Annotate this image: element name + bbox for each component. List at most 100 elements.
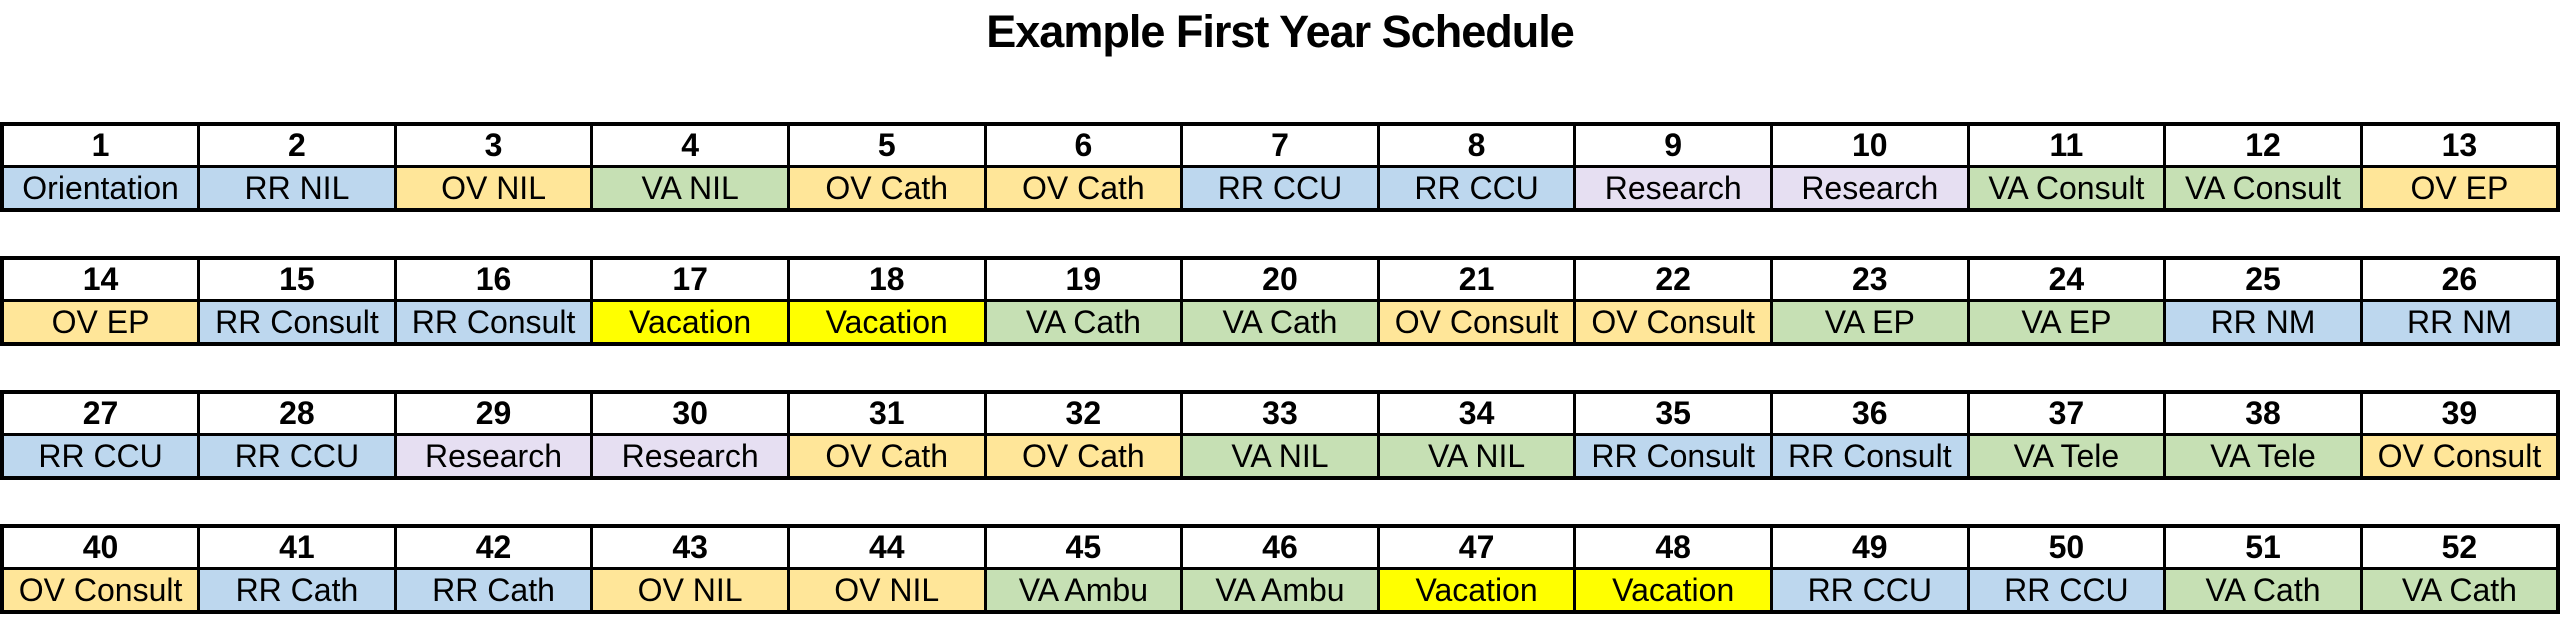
week-number-cell: 39 [2359,390,2560,436]
week-number-cell: 6 [983,122,1184,168]
week-number-cell: 3 [393,122,594,168]
week-assignment-cell: OV EP [2359,165,2560,212]
week-assignment-cell: RR NIL [197,165,397,212]
week-number-cell: 24 [1966,256,2167,302]
week-assignment-cell: Orientation [0,165,201,212]
week-assignment-row: Orientation RR NIL OV NIL VA NIL OV Cath OV C… [0,165,2560,212]
week-number-cell: 10 [1769,122,1970,168]
week-number-cell: 32 [983,390,1184,436]
week-row-group: 1 2 3 4 5 6 7 8 9 10 11 12 13 Orientation RR NIL OV NIL… [0,122,2560,212]
week-assignment-cell: VA NIL [590,165,790,212]
week-number-cell: 21 [1376,256,1577,302]
week-number-cell: 25 [2163,256,2363,302]
week-number-cell: 28 [197,390,397,436]
week-number-cell: 11 [1966,122,2167,168]
week-number-cell: 14 [0,256,201,302]
week-number-cell: 12 [2163,122,2363,168]
week-assignment-cell: OV NIL [786,567,987,614]
week-number-cell: 7 [1180,122,1380,168]
week-number-cell: 40 [0,524,201,570]
week-number-cell: 23 [1769,256,1970,302]
week-number-row: 14 15 16 17 18 19 20 21 22 23 24 25 26 [0,256,2560,302]
week-assignment-cell: RR Consult [393,299,594,346]
week-assignment-cell: OV Cath [983,433,1184,480]
week-assignment-cell: VA NIL [1180,433,1380,480]
week-number-cell: 18 [786,256,987,302]
week-number-cell: 5 [786,122,987,168]
week-assignment-cell: VA Cath [2359,567,2560,614]
week-assignment-cell: VA Ambu [983,567,1184,614]
week-row-group: 27 28 29 30 31 32 33 34 35 36 37 38 39 RR CCU RR CCU Re… [0,390,2560,480]
week-assignment-cell: OV Consult [0,567,201,614]
week-number-cell: 48 [1573,524,1773,570]
week-number-cell: 46 [1180,524,1380,570]
week-number-row: 27 28 29 30 31 32 33 34 35 36 37 38 39 [0,390,2560,436]
week-assignment-cell: RR Consult [1573,433,1773,480]
week-number-cell: 42 [393,524,594,570]
week-assignment-cell: RR NM [2359,299,2560,346]
week-assignment-cell: RR Consult [197,299,397,346]
week-assignment-cell: RR Cath [197,567,397,614]
week-assignment-cell: VA EP [1769,299,1970,346]
page-title: Example First Year Schedule [986,6,1574,57]
week-number-cell: 15 [197,256,397,302]
week-number-row: 40 41 42 43 44 45 46 47 48 49 50 51 52 [0,524,2560,570]
week-assignment-row: OV EP RR Consult RR Consult Vacation Vacatio… [0,299,2560,346]
week-assignment-cell: OV Cath [786,165,987,212]
week-assignment-cell: VA Consult [2163,165,2363,212]
week-assignment-cell: RR Cath [393,567,594,614]
week-number-cell: 27 [0,390,201,436]
week-assignment-cell: VA NIL [1376,433,1577,480]
week-number-cell: 35 [1573,390,1773,436]
week-assignment-cell: Vacation [786,299,987,346]
week-row-group: 40 41 42 43 44 45 46 47 48 49 50 51 52 OV Consult RR C… [0,524,2560,614]
week-assignment-cell: Vacation [1376,567,1577,614]
week-number-cell: 22 [1573,256,1773,302]
week-assignment-cell: VA Tele [1966,433,2167,480]
week-number-cell: 50 [1966,524,2167,570]
week-number-row: 1 2 3 4 5 6 7 8 9 10 11 12 13 [0,122,2560,168]
week-number-cell: 45 [983,524,1184,570]
week-number-cell: 51 [2163,524,2363,570]
week-number-cell: 13 [2359,122,2560,168]
week-assignment-row: RR CCU RR CCU Research Research OV Cath OV Ca… [0,433,2560,480]
week-number-cell: 26 [2359,256,2560,302]
week-number-cell: 36 [1769,390,1970,436]
week-number-cell: 20 [1180,256,1380,302]
week-number-cell: 44 [786,524,987,570]
week-assignment-cell: VA Ambu [1180,567,1380,614]
week-assignment-cell: Vacation [1573,567,1773,614]
week-number-cell: 47 [1376,524,1577,570]
week-number-cell: 30 [590,390,790,436]
week-assignment-cell: Research [1573,165,1773,212]
week-assignment-cell: OV NIL [590,567,790,614]
week-number-cell: 31 [786,390,987,436]
week-number-cell: 38 [2163,390,2363,436]
week-assignment-cell: RR CCU [1769,567,1970,614]
week-assignment-cell: VA EP [1966,299,2167,346]
week-row-group: 14 15 16 17 18 19 20 21 22 23 24 25 26 OV EP RR Consul… [0,256,2560,346]
week-assignment-cell: VA Cath [2163,567,2363,614]
week-assignment-cell: Vacation [590,299,790,346]
week-number-cell: 4 [590,122,790,168]
schedule: 1 2 3 4 5 6 7 8 9 10 11 12 13 Orientation RR NIL OV NIL… [0,122,2560,614]
week-number-cell: 19 [983,256,1184,302]
week-assignment-cell: OV Consult [1573,299,1773,346]
week-number-cell: 52 [2359,524,2560,570]
week-assignment-cell: VA Cath [983,299,1184,346]
week-number-cell: 1 [0,122,201,168]
week-number-cell: 2 [197,122,397,168]
week-assignment-cell: VA Cath [1180,299,1380,346]
week-assignment-cell: OV EP [0,299,201,346]
week-number-cell: 16 [393,256,594,302]
week-number-cell: 37 [1966,390,2167,436]
week-assignment-cell: Research [393,433,594,480]
week-number-cell: 9 [1573,122,1773,168]
week-number-cell: 29 [393,390,594,436]
week-assignment-cell: RR Consult [1769,433,1970,480]
week-assignment-cell: RR CCU [1180,165,1380,212]
week-number-cell: 43 [590,524,790,570]
week-assignment-cell: RR CCU [1376,165,1577,212]
week-assignment-cell: OV NIL [393,165,594,212]
